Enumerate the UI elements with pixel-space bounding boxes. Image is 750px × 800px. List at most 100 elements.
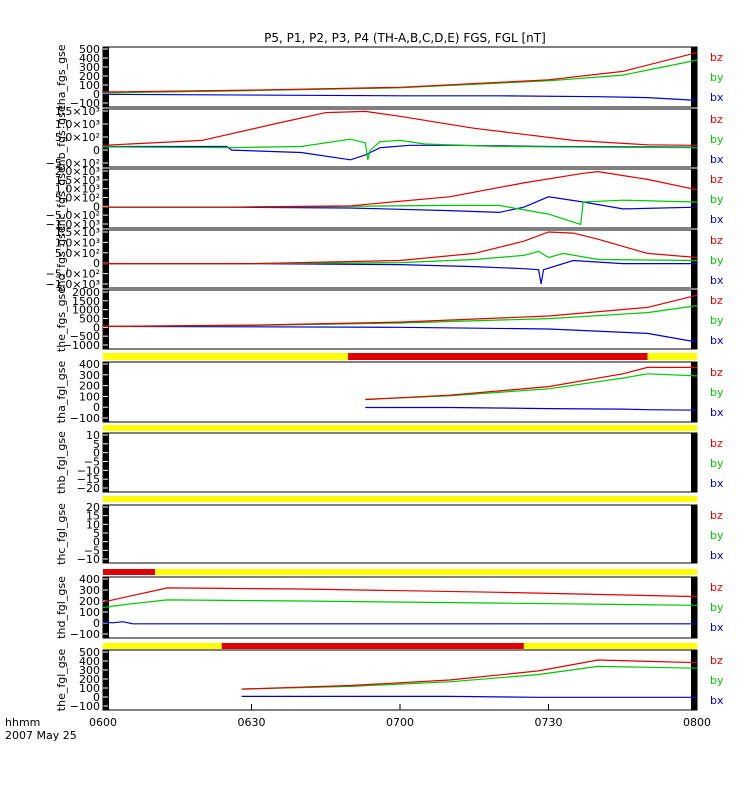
legend-by: by <box>710 529 724 542</box>
y-axis-label: thc_fgl_gse <box>55 503 68 565</box>
y-tick-label: 300 <box>79 584 100 597</box>
left-data-band <box>103 47 109 107</box>
y-tick-label: −5 <box>84 544 100 557</box>
y-tick-label: −5.0×10² <box>46 268 100 281</box>
y-tick-label: 300 <box>79 61 100 74</box>
y-tick-label: 10 <box>86 518 100 531</box>
mode-bar-segment <box>103 569 155 575</box>
y-tick-label: 400 <box>79 358 100 371</box>
legend-bx: bx <box>710 621 724 634</box>
y-tick-label: 100 <box>79 79 100 92</box>
series-by-line <box>103 250 698 265</box>
series-bz-line <box>241 659 698 690</box>
y-tick-label: −100 <box>70 97 100 110</box>
mode-bar <box>103 569 697 575</box>
y-tick-label: −5 <box>84 456 100 469</box>
y-tick-label: 1.5×10³ <box>55 105 100 118</box>
legend-by: by <box>710 386 724 399</box>
series-bz-line <box>103 170 698 208</box>
time-axis: 0600 0630 0700 0730 0800 <box>89 704 711 729</box>
left-data-band <box>103 650 109 710</box>
legend-by: by <box>710 71 724 84</box>
panel-frame <box>102 361 698 423</box>
y-tick-label: 200 <box>79 70 100 83</box>
y-axis-label: thb_fgs_gse <box>55 105 68 171</box>
y-tick-label: −100 <box>70 628 100 641</box>
y-tick-label: −5.0×10² <box>46 209 100 222</box>
y-tick-label: −10 <box>77 464 100 477</box>
y-tick-label: −500 <box>70 330 100 343</box>
y-tick-label: −100 <box>70 700 100 713</box>
y-tick-label: 100 <box>79 390 100 403</box>
legend-by: by <box>710 193 724 206</box>
mode-bar-segment <box>348 353 648 360</box>
y-tick-label: 2000 <box>72 286 100 299</box>
right-data-band <box>691 230 697 288</box>
right-data-band <box>691 47 697 107</box>
series-bz-line <box>102 110 698 146</box>
x-tick-label: 0730 <box>535 716 563 729</box>
legend-by: by <box>710 601 724 614</box>
left-data-band <box>103 290 109 349</box>
series-bx-line <box>365 406 698 411</box>
y-tick-label: 300 <box>79 664 100 677</box>
legend-bx: bx <box>710 91 724 104</box>
series-by-line <box>103 199 698 226</box>
panel-frame <box>102 168 698 229</box>
left-data-band <box>103 230 109 288</box>
series-by-line <box>102 599 698 609</box>
y-tick-label: 0 <box>93 401 100 414</box>
y-axis-label: thb_fgl_gse <box>55 431 68 494</box>
y-tick-label: 1.0×10³ <box>55 118 100 131</box>
y-tick-label: 200 <box>79 380 100 393</box>
legend-bz: bz <box>710 366 723 379</box>
y-tick-label: 1000 <box>72 304 100 317</box>
y-tick-label: 5 <box>93 527 100 540</box>
mode-bar-segment <box>103 569 697 575</box>
series-bz-line <box>102 52 698 93</box>
series-bz-line <box>103 231 698 265</box>
y-axis-label: thd_fgl_gse <box>55 576 68 639</box>
legend-bz: bz <box>710 173 723 186</box>
left-data-band <box>103 433 109 492</box>
y-tick-label: 2.0×10³ <box>55 165 100 178</box>
right-data-band <box>691 109 697 167</box>
series-bx-line <box>241 695 697 698</box>
left-data-band <box>103 362 109 422</box>
legend-bz: bz <box>710 509 723 522</box>
series-bx-line <box>103 196 698 214</box>
legend-bx: bx <box>710 549 724 562</box>
y-tick-label: 200 <box>79 595 100 608</box>
y-tick-label: 1.5×10³ <box>55 226 100 239</box>
panel-frame <box>102 46 698 108</box>
panel-frame <box>102 649 698 711</box>
legend-bx: bx <box>710 153 724 166</box>
panel-thd_fgs_gse: 1.5×10³1.0×10³5.0×10²0−5.0×10²−1.0×10³th… <box>46 226 724 292</box>
y-axis-label: the_fgs_gse <box>55 287 68 352</box>
y-tick-label: −10 <box>77 553 100 566</box>
legend-bx: bx <box>710 406 724 419</box>
x-tick-label: 0800 <box>683 716 711 729</box>
series-bz-line <box>102 587 698 603</box>
series-by-line <box>241 665 698 690</box>
y-tick-label: 0 <box>93 447 100 460</box>
legend-bx: bx <box>710 694 724 707</box>
mode-bar <box>103 643 697 649</box>
mode-bar <box>103 425 697 431</box>
y-tick-label: 100 <box>79 606 100 619</box>
legend-by: by <box>710 314 724 327</box>
legend-bx: bx <box>710 477 724 490</box>
right-data-band <box>691 577 697 638</box>
series-bz-line <box>365 366 697 401</box>
y-tick-label: 300 <box>79 369 100 382</box>
y-tick-label: 500 <box>79 313 100 326</box>
date-label: 2007 May 25 <box>5 729 77 742</box>
legend-bz: bz <box>710 234 723 247</box>
right-data-band <box>691 433 697 492</box>
series-by-line <box>102 138 698 160</box>
x-tick-label: 0630 <box>238 716 266 729</box>
